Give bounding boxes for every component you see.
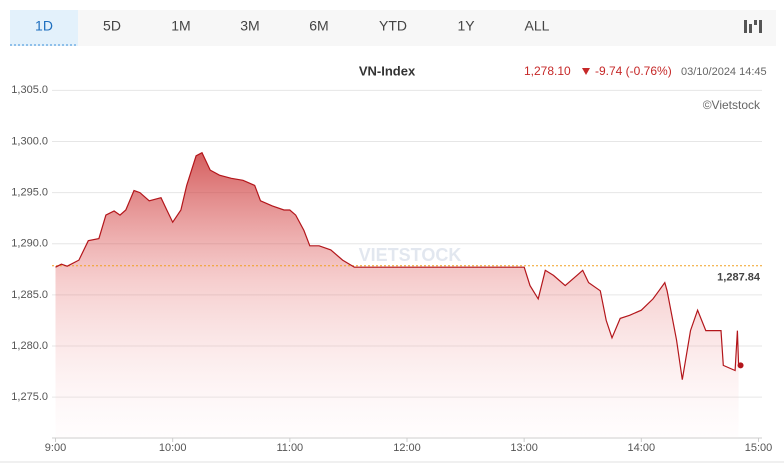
y-tick-label: 1,300.0 [11,135,48,147]
y-tick-label: 1,275.0 [11,391,48,403]
x-tick-label: 15:00 [745,442,773,454]
last-point [737,362,744,369]
timestamp: 03/10/2024 14:45 [681,66,767,78]
x-tick-label: 11:00 [276,442,303,454]
y-tick-label: 1,280.0 [11,340,48,352]
tab[interactable]: 1Y [457,18,475,34]
x-tick-label: 10:00 [159,442,187,454]
down-arrow [582,68,590,75]
x-tick-label: 14:00 [628,442,656,454]
watermark: VIETSTOCK [359,245,462,265]
reference-label: 1,287.84 [717,272,761,284]
y-tick-label: 1,290.0 [11,238,48,250]
chart-title: VN-Index [359,63,416,78]
y-tick-label: 1,285.0 [11,289,48,301]
tab-selected-bg [10,10,78,46]
last-price: 1,278.10 [524,64,571,78]
tab[interactable]: 6M [309,18,328,34]
tab[interactable]: 5D [103,18,121,34]
area [55,152,739,438]
tab-bar [10,10,776,46]
tabs: 1D 5D 1M 3M 6M YTD 1Y ALL [35,18,550,34]
tab[interactable]: 1D [35,18,53,34]
price-change: -9.74 (-0.76%) [595,64,672,78]
chart-menu-icon[interactable] [744,20,762,33]
x-tick-label: 12:00 [393,442,421,454]
x-tick-label: 13:00 [510,442,538,454]
price-line [55,151,740,380]
tab[interactable]: ALL [525,18,550,34]
y-tick-label: 1,295.0 [11,186,48,198]
tab[interactable]: YTD [379,18,407,34]
y-tick-label: 1,305.0 [11,84,48,96]
tab[interactable]: 3M [240,18,259,34]
x-tick-label: 9:00 [45,442,66,454]
tab[interactable]: 1M [171,18,190,34]
source-credit: ©Vietstock [703,98,761,112]
